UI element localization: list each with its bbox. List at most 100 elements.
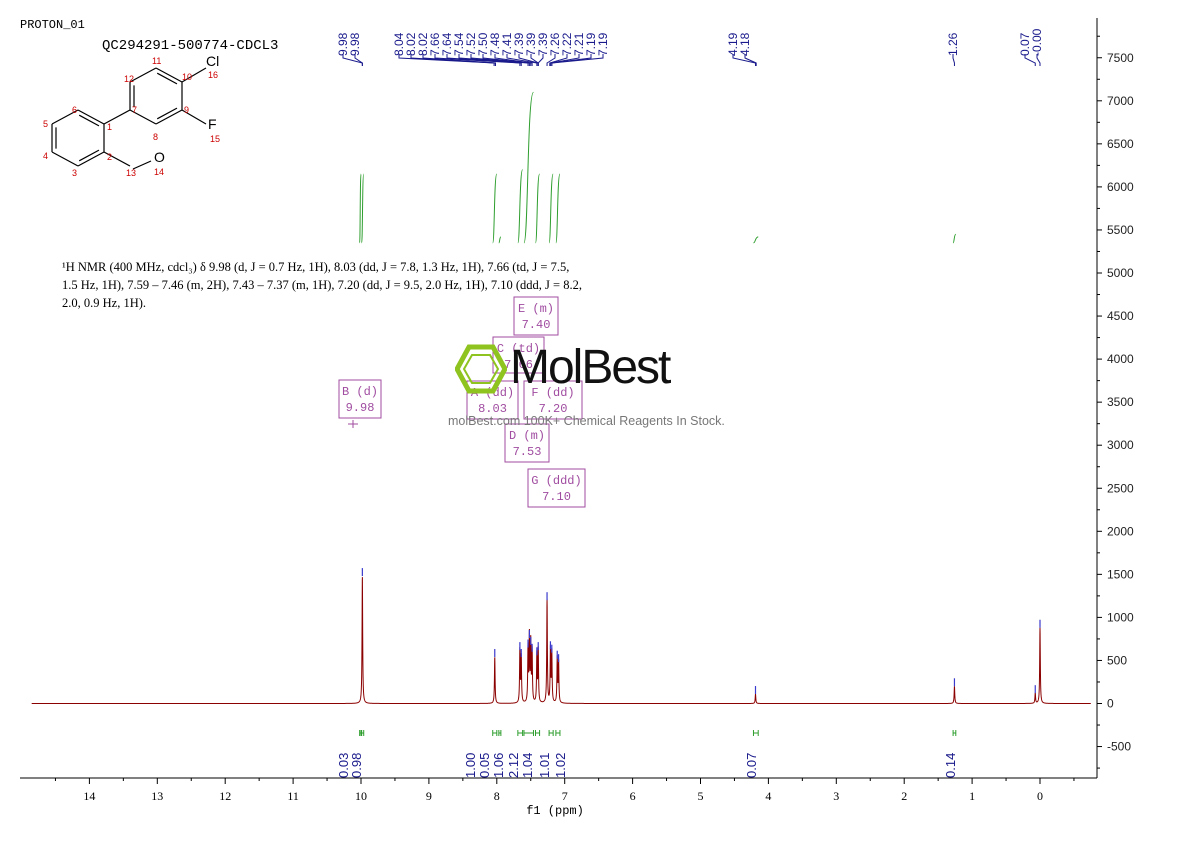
structure-double-bond — [132, 160, 152, 170]
x-tick-label: 2 — [901, 789, 907, 803]
peak-shift-label: 8.02 — [416, 32, 430, 56]
integral-curve — [952, 233, 957, 244]
integral-value: 1.02 — [553, 753, 568, 778]
structure-double-bond — [78, 114, 100, 127]
x-tick-label: 5 — [698, 789, 704, 803]
atom-number: 15 — [210, 134, 220, 144]
peak-shift-label: 7.48 — [488, 32, 502, 56]
peak-shift-label: 7.54 — [452, 32, 466, 56]
integral-value: 1.06 — [491, 753, 506, 778]
description-line: 2.0, 0.9 Hz, 1H). — [62, 296, 147, 310]
spectrum-trace — [31, 577, 1091, 704]
x-tick-label: 0 — [1037, 789, 1043, 803]
structure-bond — [51, 151, 79, 167]
sample-label: QC294291-500774-CDCL3 — [102, 38, 279, 54]
y-tick-label: 2000 — [1107, 524, 1134, 538]
x-tick-label: 13 — [151, 789, 163, 803]
atom-f: F — [208, 116, 217, 132]
x-tick-label: 7 — [562, 789, 568, 803]
description-line: 1.5 Hz, 1H), 7.59 – 7.46 (m, 2H), 7.43 –… — [62, 278, 582, 292]
peak-label-leader — [732, 54, 756, 66]
structure-bond — [181, 67, 207, 83]
structure-bond — [103, 109, 131, 125]
peak-shift-label: 7.19 — [584, 32, 598, 56]
atom-number: 13 — [126, 168, 136, 178]
y-tick-label: 6000 — [1107, 180, 1134, 194]
integral-curve — [361, 173, 365, 244]
atom-number: 5 — [43, 119, 48, 129]
atom-number: 2 — [107, 152, 112, 162]
multiplet-letter: E (m) — [518, 302, 554, 316]
y-tick-label: 0 — [1107, 697, 1114, 711]
peak-shift-label: 7.50 — [476, 32, 490, 56]
peak-label-leader — [482, 54, 532, 66]
x-tick-label: 1 — [969, 789, 975, 803]
multiplet-box — [523, 380, 583, 420]
y-tick-label: 4000 — [1107, 352, 1134, 366]
y-tick-label: 4500 — [1107, 309, 1134, 323]
atom-number: 7 — [132, 105, 137, 115]
peak-shift-label: 7.66 — [428, 32, 442, 56]
y-tick-label: 6500 — [1107, 137, 1134, 151]
multiplet-shift: 8.03 — [478, 402, 507, 416]
integral-curve — [359, 173, 362, 244]
atom-number: 14 — [154, 167, 164, 177]
peak-shift-label: 4.18 — [738, 32, 752, 56]
peak-shift-label: 7.39 — [524, 32, 538, 56]
peak-shift-label: -0.00 — [1030, 28, 1044, 56]
multiplet-shift: 7.66 — [504, 358, 533, 372]
structure-bond — [155, 67, 183, 83]
structure-bond — [103, 151, 131, 167]
integral-curve — [523, 91, 534, 244]
x-tick-label: 14 — [83, 789, 95, 803]
integral-value: 0.98 — [349, 753, 364, 778]
structure-double-bond — [156, 107, 178, 120]
multiplet-shift: 7.40 — [522, 318, 551, 332]
x-tick-label: 12 — [219, 789, 231, 803]
integral-curve — [548, 173, 554, 244]
peak-shift-label: 9.98 — [336, 32, 350, 56]
atom-o: O — [154, 149, 165, 165]
peak-label-leader — [506, 54, 538, 66]
x-axis-label: f1 (ppm) — [526, 804, 584, 818]
atom-number: 11 — [152, 56, 161, 66]
multiplet-box — [527, 468, 586, 508]
peak-shift-label: 0.07 — [1018, 32, 1032, 56]
integral-curve — [492, 173, 498, 244]
integral-value: 1.04 — [520, 753, 535, 778]
y-tick-label: 7500 — [1107, 51, 1134, 65]
peak-label-leader — [744, 54, 757, 66]
peak-label-leader — [952, 54, 955, 66]
x-tick-label: 3 — [833, 789, 839, 803]
x-tick-label: 10 — [355, 789, 367, 803]
structure-bond — [51, 109, 79, 125]
multiplet-letter: B (d) — [342, 385, 378, 399]
integral-curve — [535, 173, 541, 244]
peak-shift-label: 7.21 — [572, 32, 586, 56]
atom-number: 12 — [124, 74, 134, 84]
peak-shift-label: 8.02 — [404, 32, 418, 56]
y-tick-label: 1000 — [1107, 610, 1134, 624]
integral-value: 1.00 — [463, 753, 478, 778]
y-tick-label: -500 — [1107, 740, 1131, 754]
structure-bond — [129, 67, 157, 83]
atom-number: 1 — [107, 122, 112, 132]
integral-value: 2.12 — [506, 753, 521, 778]
experiment-label: PROTON_01 — [20, 18, 85, 32]
multiplet-shift: 9.98 — [346, 401, 375, 415]
structure-bond — [129, 109, 157, 125]
multiplet-letter: C (td) — [497, 342, 540, 356]
integral-value: 1.01 — [537, 753, 552, 778]
multiplet-shift: 7.53 — [513, 445, 542, 459]
peak-shift-label: 7.64 — [440, 32, 454, 56]
atom-number: 6 — [72, 105, 77, 115]
peak-shift-label: 7.26 — [548, 32, 562, 56]
y-tick-label: 7000 — [1107, 94, 1134, 108]
watermark-logo: MolBest — [510, 341, 671, 394]
y-tick-label: 3000 — [1107, 438, 1134, 452]
structure-bond — [77, 109, 105, 125]
peak-label-leader — [446, 54, 522, 66]
multiplet-letter: F (dd) — [531, 386, 574, 400]
integral-curve — [753, 236, 759, 244]
peak-label-leader — [1024, 54, 1036, 66]
